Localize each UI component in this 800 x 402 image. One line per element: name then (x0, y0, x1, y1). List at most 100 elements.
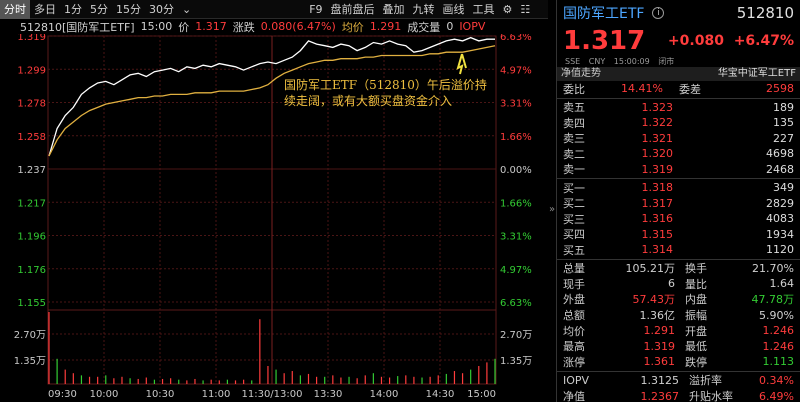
bid-price: 1.317 (641, 196, 674, 210)
exchange-label: SSE (565, 57, 581, 66)
stat-value: 1.246 (762, 324, 795, 338)
volume-tick-label: 2.70万 (500, 330, 532, 341)
period-dropdown-icon[interactable]: ⌄ (182, 2, 192, 16)
overlay-button[interactable]: 叠加 (382, 2, 405, 16)
ask-row[interactable]: 卖五 1.323 189 (557, 100, 800, 116)
ask-volume: 227 (773, 131, 794, 145)
ask-price: 1.320 (641, 147, 674, 161)
security-name[interactable]: 国防军工ETF (563, 6, 645, 22)
tab-nav-trend[interactable]: 净值走势 (561, 68, 601, 79)
stat-value: 6 (668, 277, 675, 291)
settings-gear-icon[interactable]: ⚙ (502, 2, 513, 16)
stat-row: 涨停 1.361 跌停 1.113 (557, 354, 800, 370)
price-tick-label: 1.278 (17, 99, 46, 110)
ask-row[interactable]: 卖三 1.321 227 (557, 131, 800, 147)
stat-row: 净值 1.2367 升贴水率 6.49% (557, 388, 800, 402)
ask-book: 卖五 1.323 189 卖四 1.322 135 卖三 1.321 227 卖二 1.320 469… (557, 100, 800, 178)
volume-tick-label: 1.35万 (14, 356, 46, 367)
stat-value: 57.43万 (632, 293, 676, 307)
pct-tick-label: 6.63% (500, 34, 532, 43)
tab-multi-day[interactable]: 多日 (34, 2, 56, 16)
tab-fund-name[interactable]: 华宝中证军工ETF (717, 68, 796, 79)
pre-post-market-button[interactable]: 盘前盘后 (330, 2, 375, 16)
panel-price-row: 1.317 +0.080 +6.47% (557, 26, 800, 56)
collapse-panel-icon[interactable]: » (548, 204, 556, 215)
price-tick-label: 1.176 (17, 265, 46, 276)
stat-value: 47.78万 (751, 293, 795, 307)
price-tick-label: 1.155 (17, 298, 46, 309)
bid-price: 1.316 (641, 212, 674, 226)
price-tick-label: 1.299 (17, 65, 46, 76)
stat-value: 1.64 (769, 277, 795, 291)
ask-level-label: 卖五 (563, 101, 585, 115)
ask-volume: 4698 (766, 147, 794, 161)
nine-turn-button[interactable]: 九转 (412, 2, 435, 16)
change-label: 涨跌 (232, 20, 255, 34)
bid-price: 1.315 (641, 227, 674, 241)
price-label: 价 (178, 20, 190, 34)
volume-label: 成交量 (407, 20, 441, 34)
bid-row[interactable]: 买二 1.317 2829 (557, 196, 800, 212)
bid-row[interactable]: 买五 1.314 1120 (557, 242, 800, 258)
stat-value: 1.2367 (640, 389, 680, 402)
stat-label: 换手 (685, 262, 707, 276)
stat-label: 总量 (563, 262, 585, 276)
intraday-chart[interactable]: 1.319 6.63% 1.299 4.97% 1.278 3.31% 1.258 1.66%… (0, 34, 548, 402)
ask-level-label: 卖二 (563, 147, 585, 161)
stat-value: 1.3125 (640, 373, 680, 387)
ask-row[interactable]: 卖二 1.320 4698 (557, 146, 800, 162)
draw-line-button[interactable]: 画线 (442, 2, 465, 16)
market-status: SSE CNY 15:00:09 闭市 (557, 56, 800, 67)
bid-level-label: 买一 (563, 181, 585, 195)
stat-value: 1.246 (762, 339, 795, 353)
stat-label: 总额 (563, 309, 585, 323)
divider (557, 370, 800, 372)
time-tick-label: 14:30 (426, 389, 455, 400)
bid-volume: 1120 (766, 243, 794, 257)
tools-button[interactable]: 工具 (472, 2, 495, 16)
ask-row[interactable]: 卖一 1.319 2468 (557, 162, 800, 178)
ask-row[interactable]: 卖四 1.322 135 (557, 115, 800, 131)
price-change: +0.080 +6.47% (668, 33, 794, 49)
pct-tick-label: 6.63% (500, 298, 532, 309)
stat-label: 净值 (563, 390, 585, 402)
ask-price: 1.322 (641, 116, 674, 130)
ask-level-label: 卖三 (563, 132, 585, 146)
ask-volume: 135 (773, 116, 794, 130)
time-tick-label: 15:00 (467, 389, 496, 400)
stat-value: 1.361 (643, 355, 676, 369)
stat-label: 内盘 (685, 293, 707, 307)
pct-tick-label: 1.66% (500, 132, 532, 143)
bid-row[interactable]: 买三 1.316 4083 (557, 211, 800, 227)
intraday-chart-svg[interactable]: 1.319 6.63% 1.299 4.97% 1.278 3.31% 1.258 1.66%… (0, 34, 548, 402)
layout-icon[interactable]: ☷ (520, 2, 531, 16)
time-tick-label: 11:30/13:00 (241, 389, 302, 400)
quote-panel: 国防军工ETF i 512810 1.317 +0.080 +6.47% SSE… (556, 0, 800, 402)
bid-volume: 1934 (766, 227, 794, 241)
tab-5min[interactable]: 5分 (90, 2, 108, 16)
pct-tick-label: 3.31% (500, 232, 532, 243)
volume-tick-label: 2.70万 (14, 330, 46, 341)
tab-15min[interactable]: 15分 (116, 2, 141, 16)
tab-30min[interactable]: 30分 (149, 2, 174, 16)
info-icon[interactable]: i (652, 7, 665, 19)
stat-row: 总额 1.36亿 振幅 5.90% (557, 307, 800, 323)
price-tick-label: 1.196 (17, 232, 46, 243)
stat-label: 涨停 (563, 355, 585, 369)
bid-row[interactable]: 买一 1.318 349 (557, 180, 800, 196)
stat-value: 105.21万 (625, 262, 676, 276)
avg-label: 均价 (341, 20, 364, 34)
f9-button[interactable]: F9 (309, 2, 323, 16)
divider (557, 258, 800, 260)
bid-row[interactable]: 买四 1.315 1934 (557, 227, 800, 243)
tab-intraday[interactable]: 分时 (0, 0, 30, 19)
pct-tick-label: 4.97% (500, 65, 532, 76)
stat-label: 开盘 (685, 324, 707, 338)
stat-row: 外盘 57.43万 内盘 47.78万 (557, 292, 800, 308)
tab-1min[interactable]: 1分 (64, 2, 82, 16)
stat-label: IOPV (563, 373, 590, 387)
ask-volume: 189 (773, 100, 794, 114)
pct-tick-label: 0.00% (500, 165, 532, 176)
time-tick-label: 13:30 (314, 389, 343, 400)
annotation-arrow-icon (456, 53, 467, 75)
